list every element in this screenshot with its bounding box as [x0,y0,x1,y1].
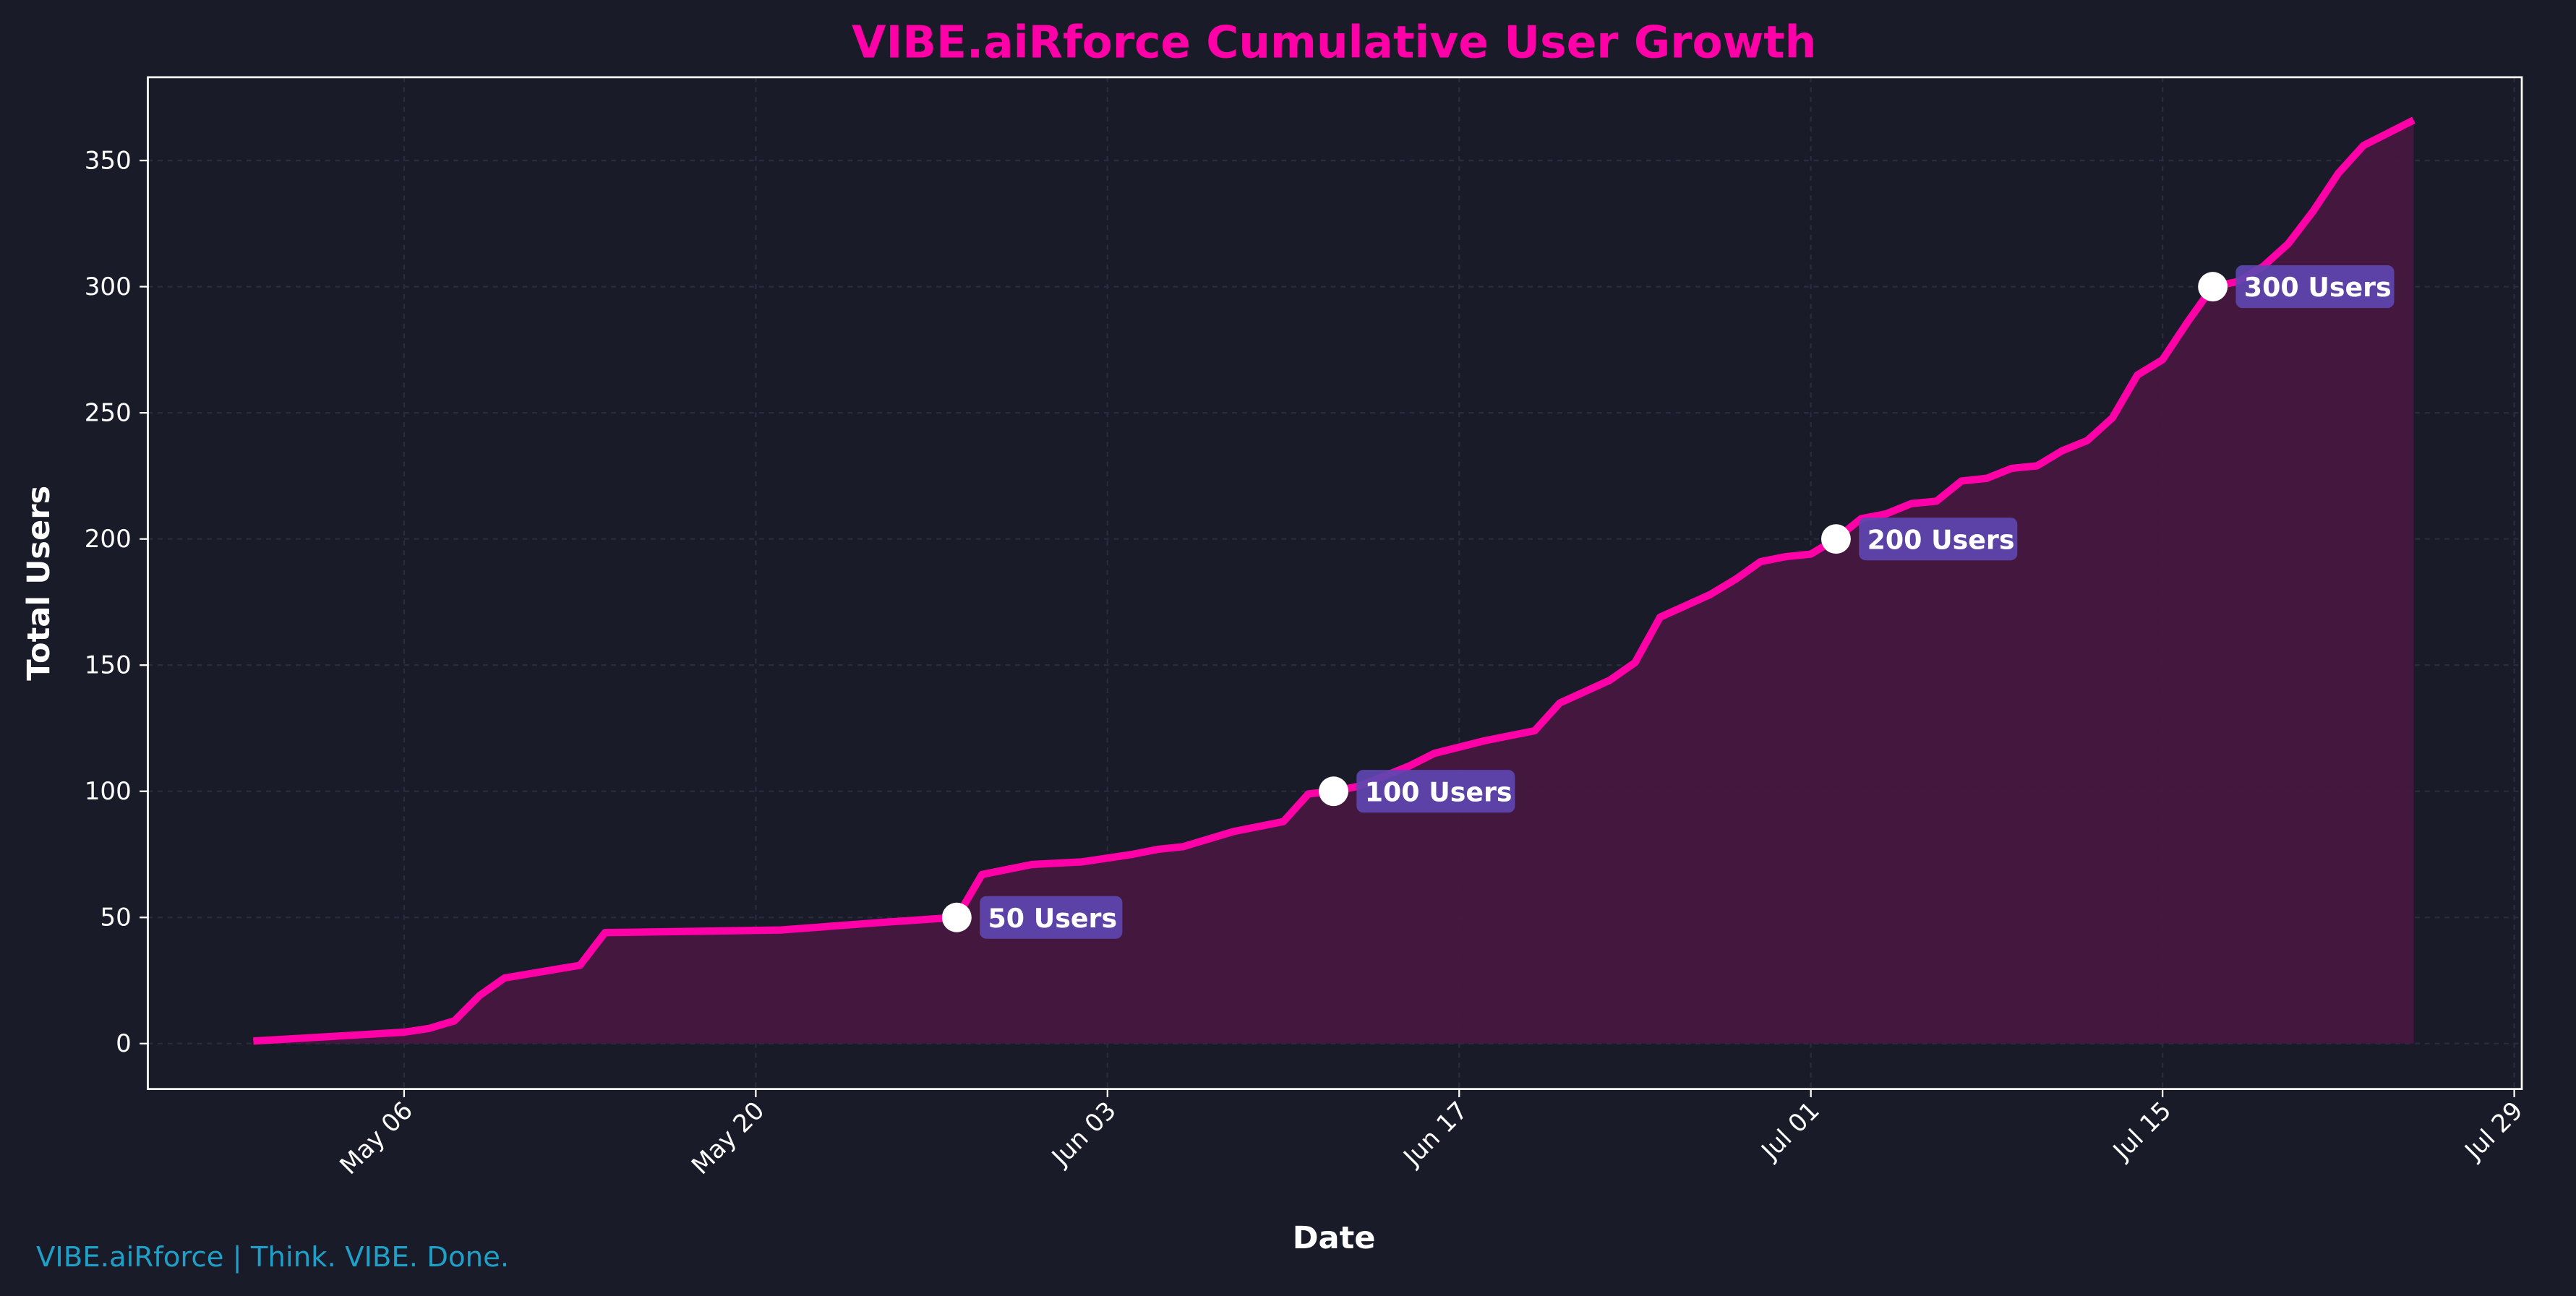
milestone: 50 Users [941,896,1123,939]
x-axis-label: Date [1293,1220,1376,1256]
y-tick-label: 350 [85,146,132,175]
y-tick-label: 150 [85,651,132,680]
milestone-label-box [980,896,1123,939]
y-tick-label: 50 [100,904,131,932]
milestone-label: 200 Users [1867,524,2015,555]
y-tick-label: 0 [116,1029,132,1058]
milestone-label-box [2235,265,2395,309]
y-axis-label: Total Users [21,486,57,681]
area-fill [253,120,2414,1044]
chart-title: VIBE.aiRforce Cumulative User Growth [852,17,1816,69]
milestone-label: 100 Users [1365,776,1512,807]
milestone-marker [2198,272,2228,302]
y-tick-label: 250 [85,398,132,427]
milestone-marker [941,902,972,932]
milestone: 100 Users [1319,770,1515,813]
y-tick-label: 200 [85,525,132,554]
milestone: 200 Users [1820,518,2018,561]
plot-area: 50 Users 100 Users 200 Users 300 Users [253,116,2415,1045]
milestone-label-box [1859,518,2018,561]
milestone-label: 300 Users [2244,272,2392,303]
milestone: 300 Users [2198,265,2395,309]
milestone-marker [1319,776,1348,807]
milestone-label-box [1356,770,1515,813]
milestone-label: 50 Users [988,903,1118,934]
series-line [253,116,2415,1045]
axes-frame [147,76,2523,1090]
y-tick-label: 100 [85,777,132,806]
milestone-marker [1820,524,1851,554]
footer-tagline: VIBE.aiRforce | Think. VIBE. Done. [36,1241,509,1274]
y-tick-label: 300 [85,272,132,301]
